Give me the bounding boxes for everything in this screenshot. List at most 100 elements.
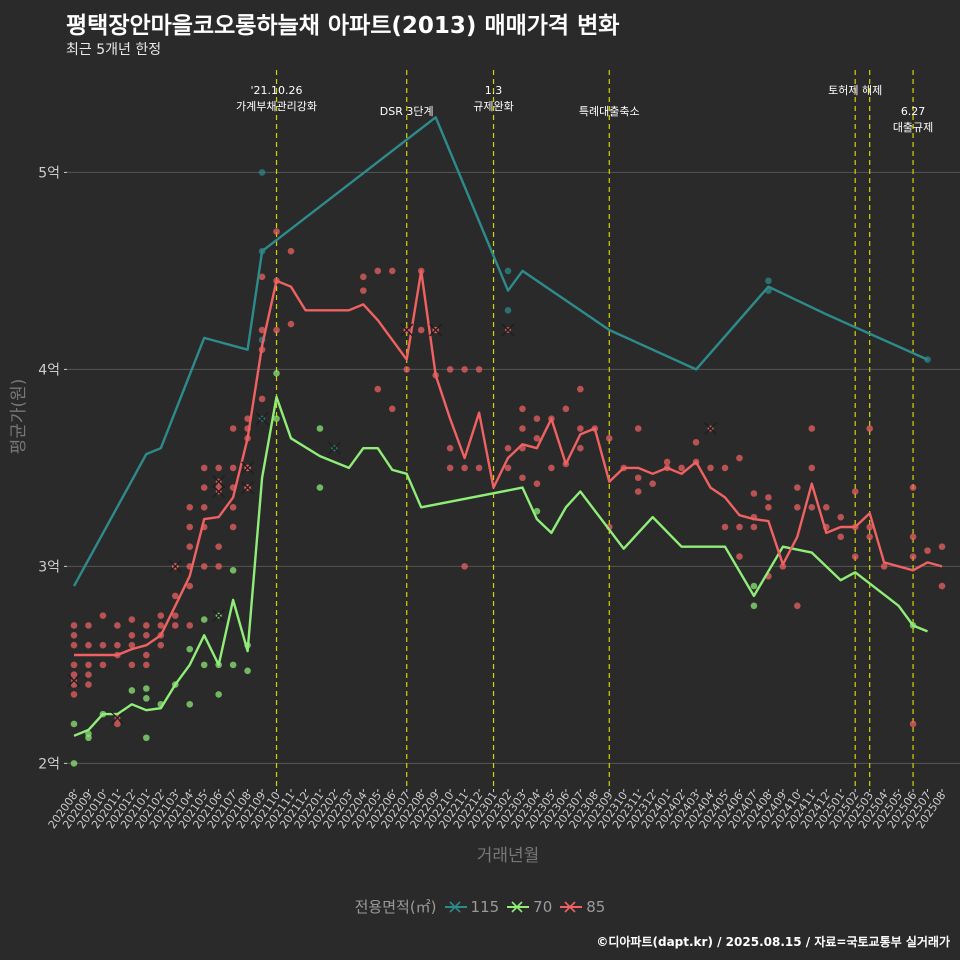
scatter-point-85: [750, 490, 758, 497]
legend-label: 70: [533, 897, 553, 916]
legend-label: 115: [470, 897, 500, 916]
scatter-point-85: [70, 671, 78, 679]
scatter-point-85: [924, 547, 931, 554]
scatter-point-85: [70, 691, 78, 698]
scatter-point-85: [634, 425, 642, 432]
cross-mark-85: [704, 422, 718, 435]
scatter-point-85: [99, 641, 107, 649]
scatter-point-85: [128, 641, 136, 649]
scatter-point-85: [360, 287, 367, 294]
scatter-point-115: [765, 277, 772, 285]
scatter-point-85: [736, 553, 743, 560]
scatter-point-85: [388, 267, 396, 275]
chart-subtitle: 최근 5개년 한정: [66, 42, 162, 58]
scatter-point-85: [143, 651, 150, 659]
scatter-point-85: [200, 464, 208, 472]
event-label: 1.3: [485, 84, 503, 97]
scatter-point-85: [143, 632, 150, 639]
event-label: 대출규제: [893, 121, 933, 134]
scatter-point-85: [721, 464, 729, 472]
scatter-point-70: [750, 582, 758, 590]
scatter-point-85: [866, 523, 873, 531]
scatter-point-85: [70, 622, 78, 629]
scatter-point-85: [634, 488, 642, 495]
y-tick-label: 2억: [38, 756, 60, 772]
scatter-point-85: [519, 425, 526, 432]
scatter-point-70: [316, 425, 324, 432]
scatter-point-85: [649, 480, 656, 487]
scatter-point-85: [258, 395, 266, 403]
scatter-point-85: [186, 503, 194, 511]
cross-mark-85: [212, 485, 226, 499]
scatter-point-85: [215, 543, 222, 550]
legend-swatch-icon: [444, 900, 467, 913]
scatter-point-85: [577, 385, 584, 393]
scatter-point-85: [388, 405, 396, 413]
scatter-point-85: [663, 458, 671, 466]
y-tick-label: 4억: [38, 362, 60, 378]
scatter-point-85: [837, 513, 845, 521]
scatter-point-85: [461, 366, 468, 373]
scatter-point-70: [200, 661, 208, 669]
x-axis-label: 거래년월: [477, 846, 540, 866]
event-label: 가계부채관리강화: [236, 100, 317, 113]
scatter-point-70: [750, 602, 758, 610]
event-label: 6.27: [901, 105, 926, 118]
scatter-point-85: [85, 622, 92, 629]
scatter-point-70: [316, 484, 324, 491]
scatter-point-85: [808, 425, 816, 432]
scatter-point-85: [70, 661, 78, 669]
scatter-point-85: [374, 267, 382, 275]
scatter-point-70: [143, 695, 150, 702]
scatter-point-85: [157, 641, 165, 649]
scatter-point-70: [128, 687, 136, 694]
series-line-85: [74, 269, 943, 657]
event-label: 토허제 해제: [828, 83, 882, 97]
scatter-point-70: [244, 667, 251, 675]
cross-mark-85: [241, 481, 255, 495]
scatter-point-85: [215, 464, 222, 472]
chart-title: 평택장안마을코오롱하늘채 아파트(2013) 매매가격 변화: [66, 13, 620, 39]
scatter-point-85: [446, 464, 454, 472]
scatter-point-70: [143, 685, 150, 692]
scatter-point-70: [200, 616, 208, 623]
scatter-point-85: [692, 438, 700, 446]
scatter-point-85: [229, 425, 237, 432]
scatter-point-85: [822, 503, 830, 511]
scatter-point-85: [273, 326, 280, 334]
scatter-point-85: [128, 616, 136, 623]
scatter-point-85: [186, 523, 194, 531]
scatter-point-85: [229, 503, 237, 511]
scatter-point-85: [938, 543, 946, 550]
scatter-point-85: [157, 612, 165, 619]
scatter-point-70: [70, 720, 78, 728]
legend-item-70: 70: [507, 898, 552, 916]
y-axis-label: 평균가(원): [9, 379, 29, 455]
scatter-point-85: [851, 488, 859, 495]
event-label: 규제완화: [473, 100, 513, 113]
scatter-point-85: [794, 484, 801, 491]
scatter-point-85: [461, 464, 468, 472]
scatter-point-85: [736, 454, 743, 462]
scatter-point-85: [721, 523, 729, 531]
cross-mark-70: [212, 609, 226, 623]
scatter-point-85: [360, 273, 367, 281]
scatter-point-85: [765, 494, 772, 501]
scatter-point-85: [85, 671, 92, 679]
cross-mark-85: [212, 475, 226, 489]
scatter-point-85: [750, 523, 758, 531]
scatter-point-85: [533, 415, 541, 422]
scatter-point-85: [143, 661, 150, 669]
scatter-point-85: [880, 563, 888, 570]
cross-mark-85: [400, 323, 414, 337]
scatter-point-85: [938, 582, 946, 590]
cross-mark-85: [110, 711, 124, 725]
scatter-point-85: [851, 553, 859, 560]
scatter-point-85: [200, 563, 208, 570]
event-label: 특례대출축소: [579, 105, 640, 118]
scatter-point-70: [229, 661, 237, 669]
scatter-point-85: [446, 366, 454, 373]
scatter-point-85: [909, 533, 917, 541]
scatter-point-85: [808, 464, 816, 472]
scatter-point-85: [866, 425, 873, 432]
